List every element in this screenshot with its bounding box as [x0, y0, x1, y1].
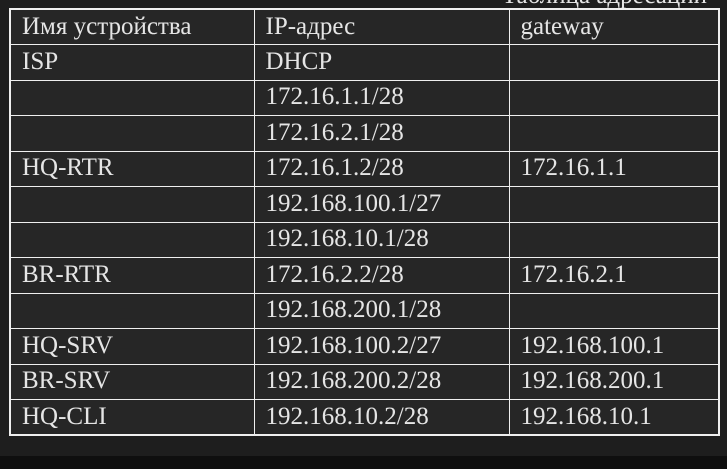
gateway-cell: 192.168.10.1	[508, 399, 720, 436]
ip-address-cell: 172.16.1.2/28	[253, 150, 510, 187]
gateway-cell	[508, 186, 720, 223]
ip-address-cell: 172.16.2.1/28	[253, 115, 510, 152]
table-row: 192.168.100.1/27	[9, 186, 720, 223]
ip-address-cell: DHCP	[253, 44, 510, 81]
column-header-gateway: gateway	[508, 8, 720, 45]
addressing-table: Имя устройства IP-адрес gateway ISP DHCP …	[9, 8, 720, 436]
table-row: 192.168.200.1/28	[9, 292, 720, 329]
gateway-cell	[508, 79, 720, 116]
ip-address-cell: 172.16.1.1/28	[253, 79, 510, 116]
gateway-cell	[508, 221, 720, 258]
table-row: ISP DHCP	[9, 44, 720, 81]
device-name-cell: HQ-CLI	[9, 399, 255, 436]
table-row: BR-RTR 172.16.2.2/28 172.16.2.1	[9, 257, 720, 294]
gateway-cell	[508, 44, 720, 81]
ip-address-cell: 192.168.100.2/27	[253, 328, 510, 365]
gateway-cell	[508, 115, 720, 152]
column-header-device-name: Имя устройства	[9, 8, 255, 45]
device-name-cell: BR-SRV	[9, 363, 255, 400]
gateway-cell: 172.16.1.1	[508, 150, 720, 187]
device-name-cell	[9, 79, 255, 116]
device-name-cell: ISP	[9, 44, 255, 81]
device-name-cell	[9, 292, 255, 329]
gateway-cell: 192.168.100.1	[508, 328, 720, 365]
ip-address-cell: 192.168.10.1/28	[253, 221, 510, 258]
device-name-cell: BR-RTR	[9, 257, 255, 294]
table-row: 172.16.1.1/28	[9, 79, 720, 116]
ip-address-cell: 192.168.200.2/28	[253, 363, 510, 400]
table-header: Имя устройства IP-адрес gateway	[9, 8, 720, 45]
gateway-cell: 172.16.2.1	[508, 257, 720, 294]
table-caption-fragment: Таблица адресации	[380, 0, 707, 10]
device-name-cell	[9, 186, 255, 223]
table-row: HQ-SRV 192.168.100.2/27 192.168.100.1	[9, 328, 720, 365]
table-row: HQ-RTR 172.16.1.2/28 172.16.1.1	[9, 150, 720, 187]
ip-address-cell: 192.168.10.2/28	[253, 399, 510, 436]
table-body: ISP DHCP 172.16.1.1/28 172.16.2.1/28 HQ-R…	[9, 44, 720, 436]
device-name-cell: HQ-SRV	[9, 328, 255, 365]
device-name-cell: HQ-RTR	[9, 150, 255, 187]
column-header-ip-address: IP-адрес	[253, 8, 510, 45]
device-name-cell	[9, 221, 255, 258]
table-row: HQ-CLI 192.168.10.2/28 192.168.10.1	[9, 399, 720, 436]
gateway-cell: 192.168.200.1	[508, 363, 720, 400]
gateway-cell	[508, 292, 720, 329]
header-row: Имя устройства IP-адрес gateway	[9, 8, 720, 45]
table-row: 172.16.2.1/28	[9, 115, 720, 152]
ip-address-cell: 192.168.100.1/27	[253, 186, 510, 223]
table-row: BR-SRV 192.168.200.2/28 192.168.200.1	[9, 363, 720, 400]
ip-address-cell: 172.16.2.2/28	[253, 257, 510, 294]
table-row: 192.168.10.1/28	[9, 221, 720, 258]
device-name-cell	[9, 115, 255, 152]
ip-address-cell: 192.168.200.1/28	[253, 292, 510, 329]
